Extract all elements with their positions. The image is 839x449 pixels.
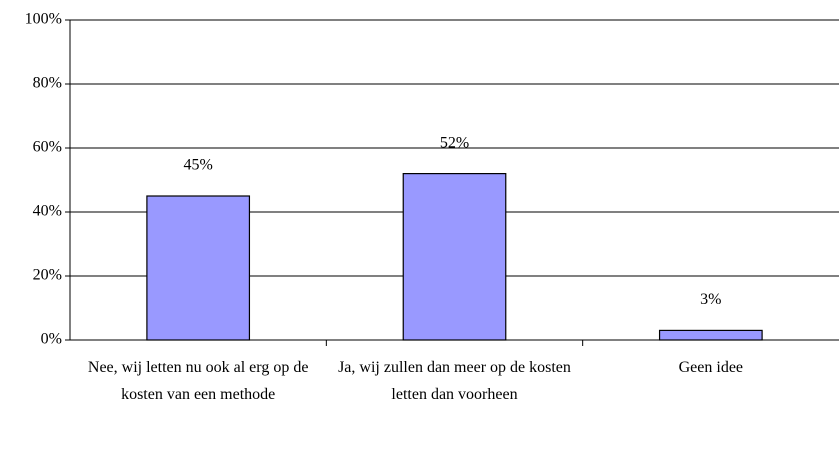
bar — [146, 195, 251, 341]
y-tick-label: 40% — [33, 203, 62, 220]
x-tick-label: Nee, wij letten nu ook al erg op de kost… — [87, 359, 309, 403]
bar — [402, 173, 507, 341]
x-tick-label: Ja, wij zullen dan meer op de kosten let… — [338, 359, 571, 403]
x-tick-label: Geen idee — [678, 359, 744, 376]
y-tick-label: 60% — [33, 139, 62, 156]
y-tick-label: 80% — [33, 75, 62, 92]
y-tick-label: 20% — [33, 267, 62, 284]
bar — [658, 329, 763, 341]
data-label: 52% — [440, 134, 469, 151]
data-label: 3% — [700, 291, 721, 308]
y-tick-label: 100% — [25, 11, 62, 28]
data-label: 45% — [184, 157, 213, 174]
y-tick-label: 0% — [41, 331, 62, 348]
